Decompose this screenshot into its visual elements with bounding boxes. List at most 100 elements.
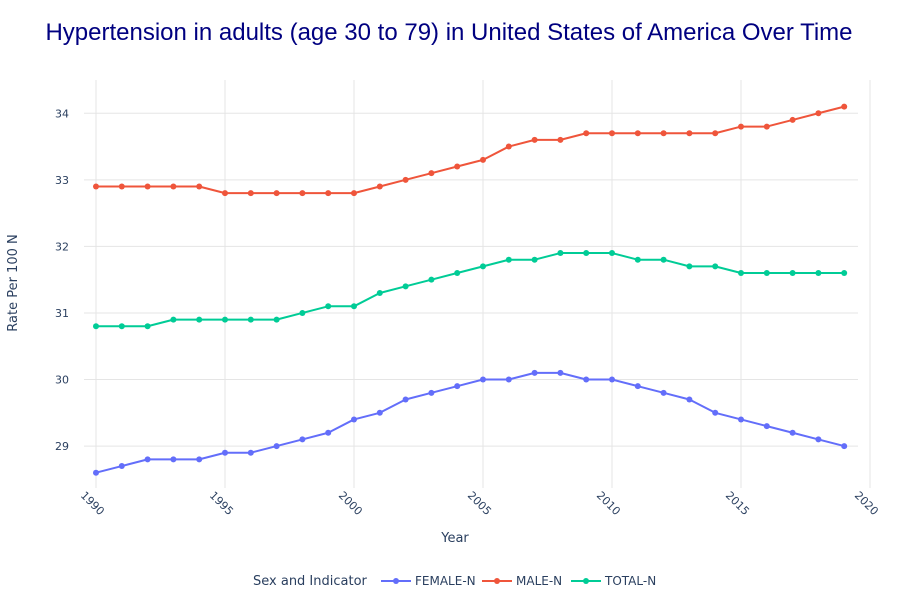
grid <box>84 80 871 488</box>
x-tick-label: 2010 <box>594 489 623 518</box>
y-tick-label: 31 <box>55 307 69 320</box>
legend-marker <box>494 578 500 584</box>
data-point <box>428 389 435 396</box>
data-point <box>299 309 306 316</box>
data-point <box>505 376 512 383</box>
data-point <box>325 303 332 310</box>
data-point <box>93 469 99 476</box>
legend-item-male-n: MALE-N <box>516 574 562 588</box>
data-point <box>841 103 848 110</box>
data-point <box>351 416 357 423</box>
data-point <box>299 190 306 197</box>
data-point <box>454 270 461 277</box>
data-point <box>583 130 590 137</box>
data-point <box>686 396 693 403</box>
y-tick-label: 32 <box>55 240 69 253</box>
data-point <box>531 369 538 376</box>
data-point <box>738 270 744 277</box>
data-point <box>196 316 203 323</box>
data-point <box>454 383 461 390</box>
series-line <box>96 105 845 195</box>
data-point <box>841 443 848 450</box>
series-lines <box>93 103 848 476</box>
data-point <box>118 323 125 330</box>
data-point <box>789 270 796 277</box>
x-axis-title: Year <box>440 531 469 546</box>
data-point <box>222 190 228 197</box>
data-point <box>557 136 564 143</box>
data-point <box>454 163 461 170</box>
data-point <box>634 130 641 137</box>
legend-title: Sex and Indicator <box>253 574 368 589</box>
data-point <box>222 449 228 456</box>
data-point <box>402 396 409 403</box>
data-point <box>634 256 641 263</box>
data-point <box>144 456 151 463</box>
data-point <box>763 423 770 430</box>
data-point <box>247 449 254 456</box>
data-point <box>505 256 512 263</box>
data-point <box>428 276 435 283</box>
x-tick-label: 2020 <box>852 489 881 518</box>
y-axis-title: Rate Per 100 N <box>6 234 21 331</box>
data-point <box>402 283 409 290</box>
y-tick-label: 34 <box>55 107 69 120</box>
data-point <box>712 130 719 137</box>
legend-item-female-n: FEMALE-N <box>415 574 476 588</box>
data-point <box>376 289 383 296</box>
data-point <box>376 409 383 416</box>
data-point <box>686 130 693 137</box>
data-point <box>247 190 254 197</box>
legend-marker <box>393 578 399 584</box>
data-point <box>763 270 770 277</box>
data-point <box>351 303 357 310</box>
legend-marker <box>583 578 589 584</box>
data-point <box>763 123 770 130</box>
data-point <box>273 190 280 197</box>
data-point <box>247 316 254 323</box>
data-point <box>609 250 615 257</box>
data-point <box>480 376 486 383</box>
data-point <box>376 183 383 190</box>
series-female-n <box>93 369 848 476</box>
data-point <box>660 256 667 263</box>
data-point <box>505 143 512 150</box>
series-male-n <box>93 103 848 197</box>
data-point <box>325 429 332 436</box>
data-point <box>196 456 203 463</box>
data-point <box>531 136 538 143</box>
x-axis-ticks: 1990 1995 2000 2005 2010 2015 2020 <box>78 489 881 518</box>
data-point <box>325 190 332 197</box>
data-point <box>402 176 409 183</box>
data-point <box>738 416 744 423</box>
data-point <box>480 156 486 163</box>
data-point <box>93 183 99 190</box>
data-point <box>738 123 744 130</box>
legend: Sex and Indicator FEMALE-N MALE-N TOTAL-N <box>253 574 656 589</box>
data-point <box>170 316 177 323</box>
data-point <box>815 270 822 277</box>
x-tick-label: 1990 <box>78 489 107 518</box>
legend-item-total-n: TOTAL-N <box>604 574 656 588</box>
data-point <box>609 376 615 383</box>
data-point <box>93 323 99 330</box>
data-point <box>222 316 228 323</box>
y-tick-label: 29 <box>55 440 69 453</box>
y-tick-label: 33 <box>55 174 69 187</box>
data-point <box>531 256 538 263</box>
data-point <box>144 323 151 330</box>
data-point <box>712 409 719 416</box>
data-point <box>196 183 203 190</box>
y-tick-label: 30 <box>55 374 69 387</box>
data-point <box>789 429 796 436</box>
data-point <box>660 389 667 396</box>
data-point <box>480 263 486 270</box>
data-point <box>428 170 435 177</box>
data-point <box>557 369 564 376</box>
series-total-n <box>93 250 848 330</box>
data-point <box>815 110 822 117</box>
data-point <box>609 130 615 137</box>
data-point <box>351 190 357 197</box>
series-line <box>96 252 845 328</box>
